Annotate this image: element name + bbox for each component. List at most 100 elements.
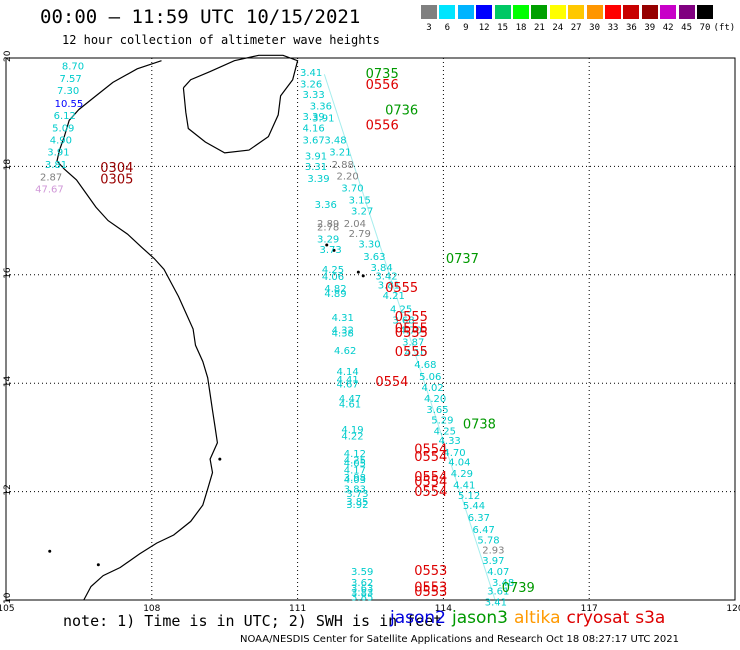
- color-swatch: [549, 5, 566, 19]
- wave-height-value: 3.87: [402, 337, 424, 348]
- legend-s3a: s3a: [635, 608, 666, 628]
- wave-height-value: 3.36: [315, 200, 337, 211]
- wave-height-value: 4.25: [344, 455, 366, 466]
- wave-height-value: 3.91: [312, 113, 334, 124]
- map-border: [5, 57, 736, 601]
- wave-height-value: 6.47: [473, 525, 495, 536]
- wave-height-value: 3.84: [371, 263, 393, 274]
- wave-height-value: 3.59: [351, 567, 373, 578]
- pass-time-label: 0554: [375, 375, 408, 390]
- wave-height-value: 2.87: [40, 172, 62, 183]
- latitude-tick-label: 12: [3, 484, 13, 495]
- wave-height-value: 4.25: [390, 305, 412, 316]
- wave-height-value: 3.42: [375, 272, 397, 283]
- legend-jason2: jason2: [390, 608, 446, 628]
- color-scale-label: 27: [570, 23, 582, 33]
- wave-height-value: 3.30: [358, 240, 380, 251]
- wave-height-value: 3.15: [349, 195, 371, 206]
- color-scale-label: 6: [444, 23, 451, 33]
- wave-height-value: 3.83: [344, 485, 366, 496]
- color-swatch: [476, 5, 493, 19]
- color-swatch: [531, 5, 548, 19]
- wave-height-value: 3.67: [302, 136, 324, 147]
- wave-height-value: 4.05: [344, 459, 366, 470]
- wave-height-value: 5.44: [463, 501, 485, 512]
- wave-height-value: 4.33: [439, 436, 461, 447]
- wave-height-value: 4.03: [344, 475, 366, 486]
- wave-height-value: 3.48: [324, 136, 346, 147]
- latitude-tick-label: 16: [3, 267, 13, 279]
- wave-height-value: 3.29: [317, 234, 339, 245]
- wave-height-value: 4.02: [422, 383, 444, 394]
- wave-height-value: 4.61: [339, 400, 361, 411]
- color-swatch: [605, 5, 621, 19]
- color-scale-unit: (ft): [713, 23, 736, 33]
- wave-height-value: 3.63: [363, 252, 385, 263]
- map-subtitle: 12 hour collection of altimeter wave hei…: [62, 33, 380, 47]
- color-scale-label: 15: [497, 23, 509, 33]
- wave-height-value: 5.09: [52, 124, 74, 135]
- wave-height-value: 4.29: [451, 469, 473, 480]
- wave-height-value: 3.26: [300, 79, 322, 90]
- wave-height-value: 2.04: [344, 219, 366, 230]
- wave-height-value: 4.20: [424, 394, 446, 405]
- color-scale-label: 42: [662, 23, 674, 33]
- vietnam-coastline: [56, 60, 219, 601]
- wave-height-value: 4.21: [383, 291, 405, 302]
- wave-height-value: 3.97: [482, 556, 504, 567]
- color-scale-label: 36: [625, 23, 637, 33]
- wave-height-value: 5.78: [477, 536, 499, 547]
- wave-height-value: 4.25: [322, 265, 344, 276]
- pass-time-label: 0555: [385, 281, 418, 296]
- color-scale-label: 3: [426, 23, 432, 33]
- wave-height-value: 2.88: [332, 160, 354, 171]
- wave-height-value: 3.33: [302, 90, 324, 101]
- latitude-tick-label: 10: [3, 592, 13, 604]
- wave-height-value: 4.41: [453, 480, 475, 491]
- wave-height-value: 4.31: [332, 313, 354, 324]
- color-swatch: [568, 5, 585, 19]
- wave-height-value: 5.29: [431, 415, 453, 426]
- wave-height-value: 3.98: [344, 473, 366, 484]
- longitude-tick-label: 108: [143, 604, 160, 614]
- wave-height-value: 2.78: [317, 222, 339, 233]
- island: [96, 563, 100, 567]
- map-frame: [5, 57, 736, 601]
- longitude-tick-label: 114: [435, 604, 452, 614]
- color-swatch: [678, 5, 695, 19]
- wave-height-value: 3.92: [346, 500, 368, 511]
- wave-height-value: 4.10: [405, 348, 427, 359]
- pass-time-label: 0556: [366, 78, 399, 93]
- color-swatch: [623, 5, 640, 19]
- jason3-track: [323, 74, 498, 606]
- pass-time-label: 0553: [414, 564, 447, 579]
- pass-time-label: 0736: [385, 103, 418, 118]
- pass-time-label: 0739: [502, 581, 535, 596]
- wave-height-value: 2.79: [349, 229, 371, 240]
- wave-height-value: 4.41: [336, 375, 358, 386]
- wave-height-value: 4.22: [341, 432, 363, 443]
- island: [356, 270, 360, 274]
- island: [332, 248, 336, 252]
- wave-height-value: 8.70: [62, 61, 84, 72]
- lat-lon-grid: [6, 58, 735, 600]
- wave-height-value: 3.81: [378, 280, 400, 291]
- credit-footer: NOAA/NESDIS Center for Satellite Applica…: [240, 634, 679, 645]
- legend-altika: altika: [514, 608, 561, 628]
- map-title: 00:00 – 11:59 UTC 10/15/2021: [40, 6, 361, 28]
- longitude-tick-label: 111: [289, 604, 306, 614]
- pass-time-label: 0555: [395, 310, 428, 325]
- pass-time-label: 0737: [446, 252, 479, 267]
- pass-time-label: 0554: [414, 443, 447, 458]
- wave-height-value: 2.20: [336, 171, 358, 182]
- pass-time-label: 0555: [395, 326, 428, 341]
- wave-height-value: 3.31: [305, 162, 327, 173]
- wave-height-value: 4.25: [434, 427, 456, 438]
- latitude-tick-label: 18: [3, 159, 13, 171]
- wave-height-value: 4.16: [302, 124, 324, 135]
- color-swatch: [697, 5, 713, 19]
- pass-time-label: 0554: [414, 450, 447, 465]
- wave-height-value: 3.39: [302, 112, 324, 123]
- wave-height-value: 4.90: [50, 136, 72, 147]
